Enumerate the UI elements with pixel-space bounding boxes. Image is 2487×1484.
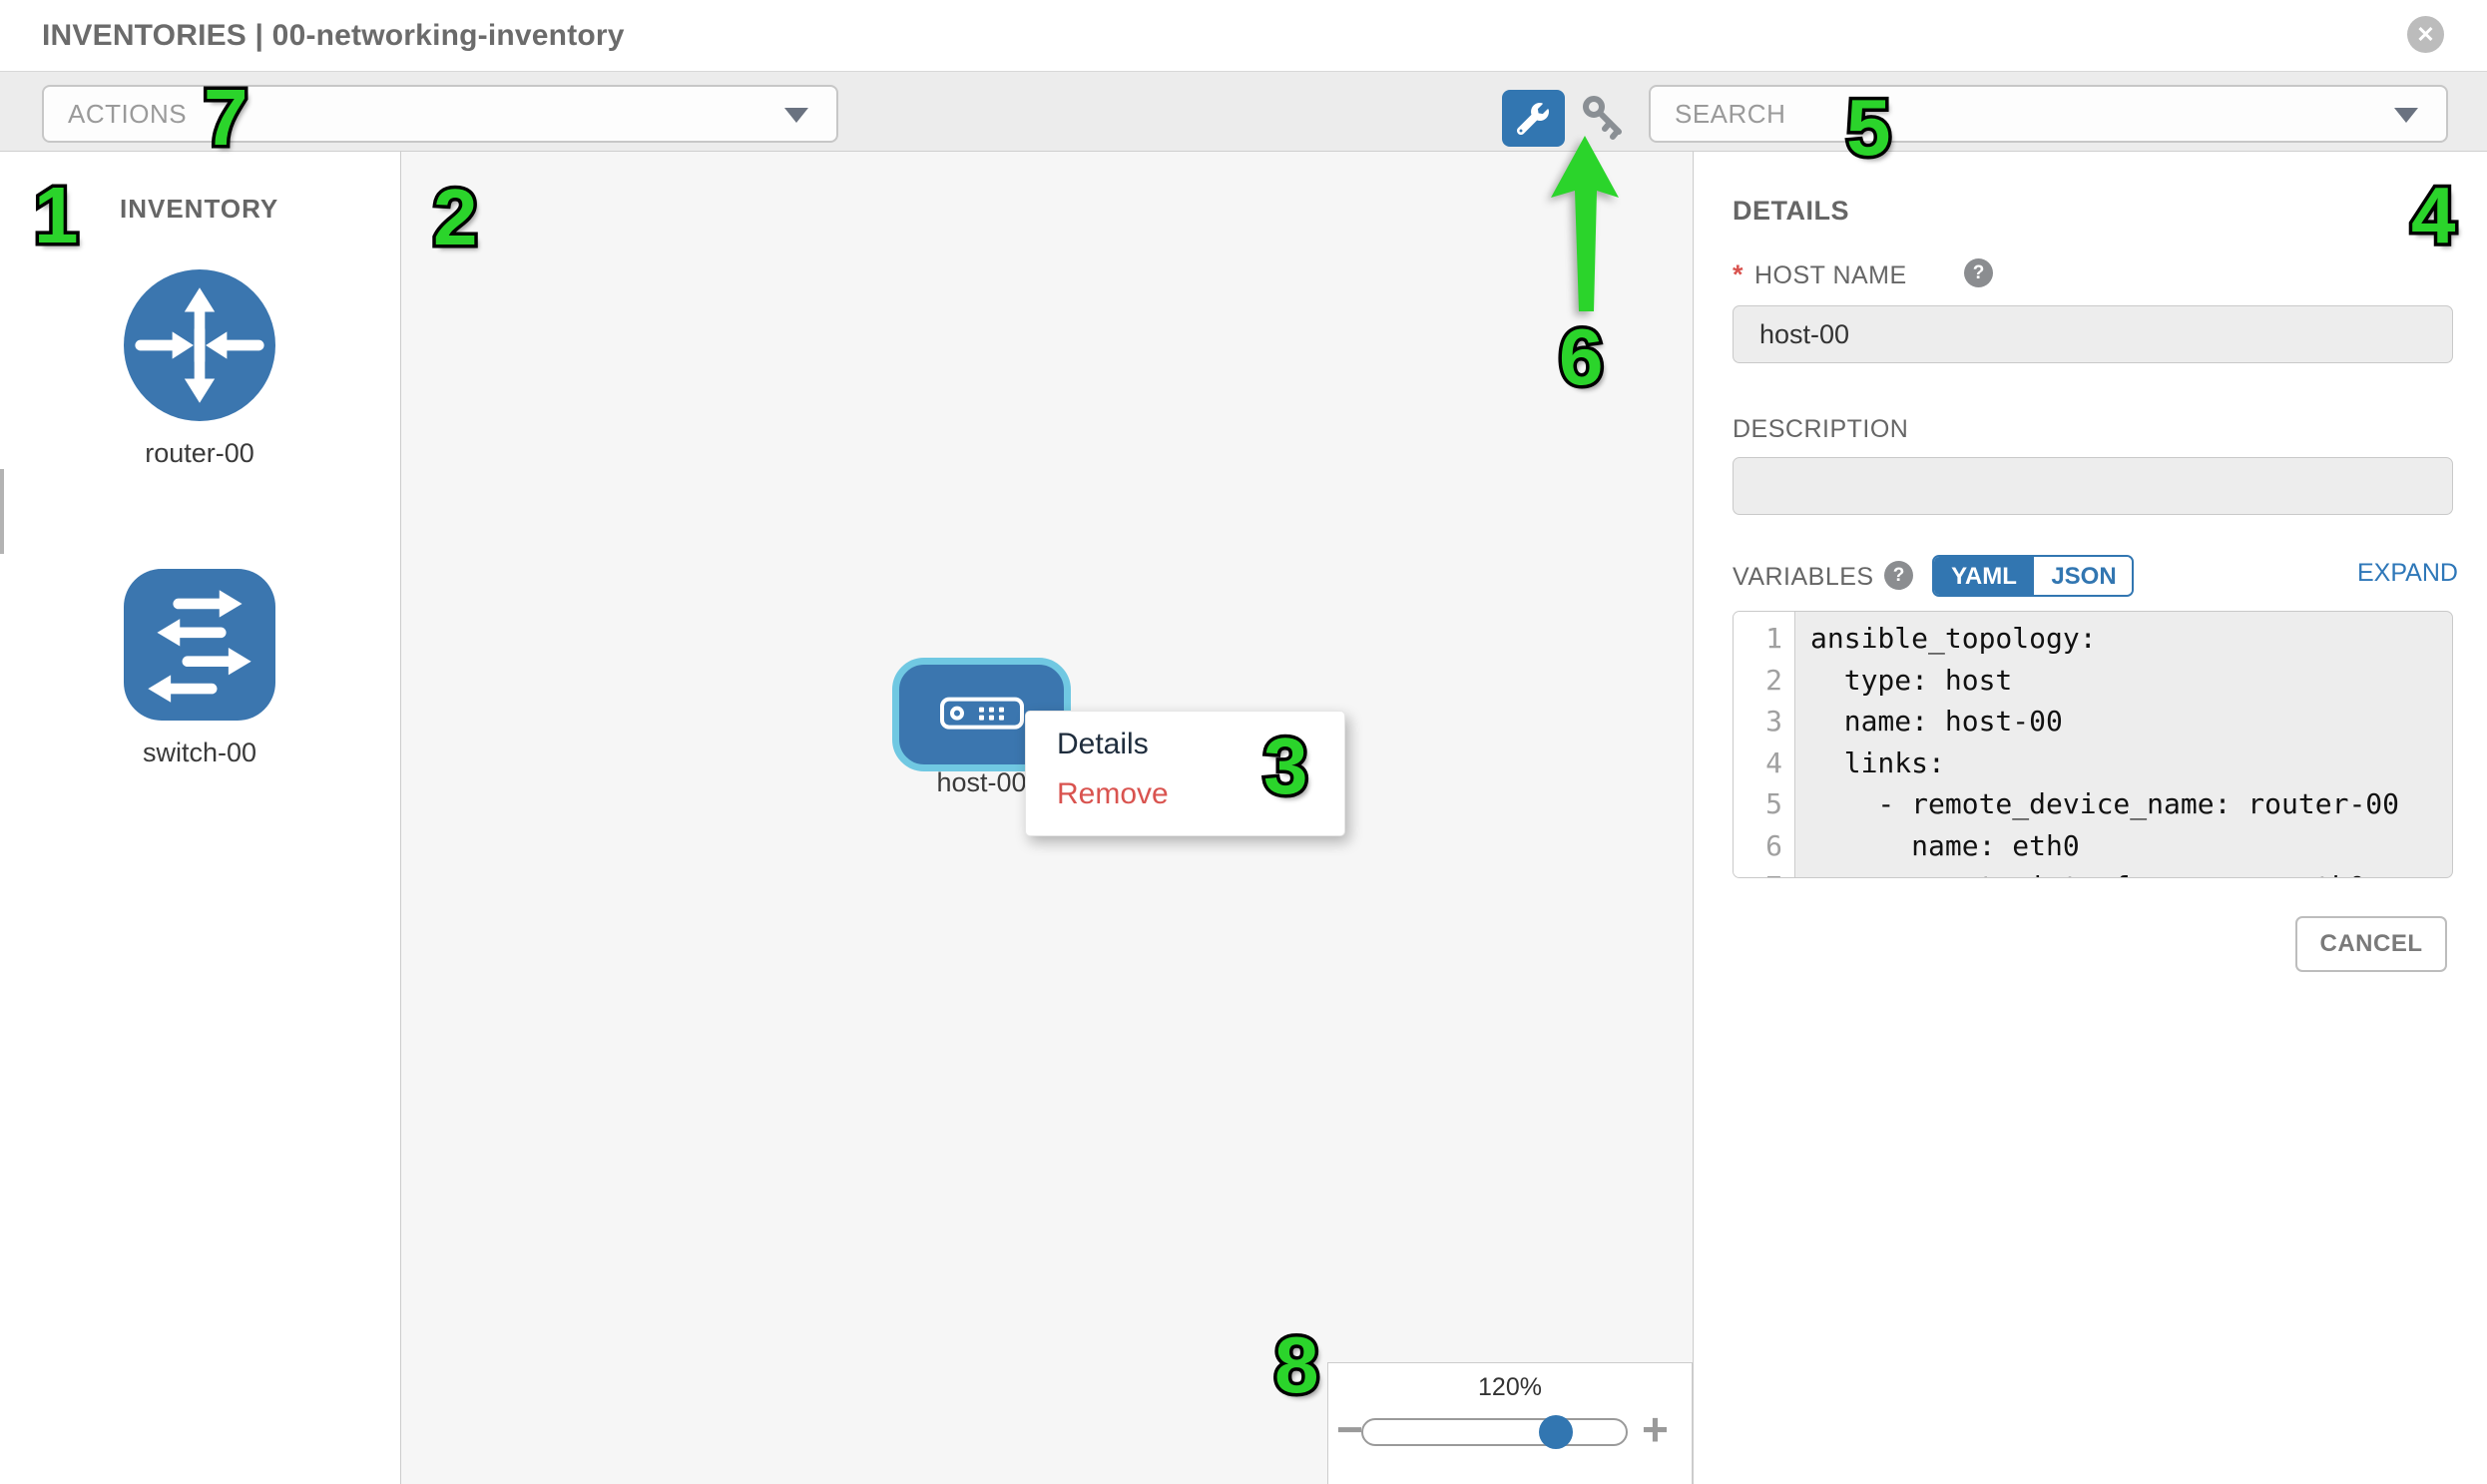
editor-line-numbers: 1 2 3 4 5 6 7 bbox=[1734, 612, 1795, 877]
cancel-button[interactable]: CANCEL bbox=[2295, 916, 2447, 972]
code-line: type: host bbox=[1810, 663, 2013, 697]
line-number: 7 bbox=[1734, 866, 1794, 877]
annotation-number-7: 7 bbox=[201, 70, 251, 166]
zoom-slider-track[interactable] bbox=[1361, 1415, 1628, 1449]
code-line: ansible_topology: bbox=[1810, 622, 2097, 655]
switch-icon bbox=[124, 569, 275, 721]
variables-label: VARIABLES bbox=[1733, 563, 1874, 591]
description-label: DESCRIPTION bbox=[1733, 415, 1909, 443]
sidebar-item-label: switch-00 bbox=[142, 738, 257, 767]
variables-format-toggle: YAML JSON bbox=[1932, 555, 2134, 597]
topology-canvas[interactable]: host-00 Details Remove 120% − + bbox=[401, 152, 1694, 1484]
chevron-down-icon bbox=[784, 108, 808, 123]
toolbar: ACTIONS SEARCH bbox=[0, 72, 2487, 152]
context-menu-item-remove[interactable]: Remove bbox=[1057, 777, 1169, 810]
close-icon[interactable]: ✕ bbox=[2407, 16, 2444, 53]
router-icon bbox=[124, 269, 275, 421]
editor-code[interactable]: ansible_topology: type: host name: host-… bbox=[1796, 612, 2452, 877]
annotation-number-1: 1 bbox=[31, 168, 82, 263]
details-panel-title: DETAILS bbox=[1733, 196, 1849, 226]
help-icon[interactable]: ? bbox=[1884, 561, 1913, 590]
required-marker: * bbox=[1733, 259, 1743, 289]
annotation-arrow-up-icon bbox=[1551, 136, 1619, 311]
annotation-number-2: 2 bbox=[430, 170, 481, 265]
wrench-icon bbox=[1517, 103, 1549, 135]
host-icon bbox=[939, 697, 1024, 730]
annotation-number-5: 5 bbox=[1843, 80, 1894, 176]
context-menu: Details Remove bbox=[1025, 711, 1345, 836]
zoom-out-button[interactable]: − bbox=[1336, 1403, 1363, 1455]
annotation-number-6: 6 bbox=[1556, 309, 1607, 405]
sidebar-title: INVENTORY bbox=[120, 194, 279, 224]
annotation-number-4: 4 bbox=[2408, 168, 2459, 263]
context-menu-item-details[interactable]: Details bbox=[1057, 728, 1149, 760]
tools-button[interactable] bbox=[1502, 90, 1565, 147]
code-line: remote_interface_name: eth0 bbox=[1810, 866, 2452, 877]
search-dropdown[interactable]: SEARCH bbox=[1649, 85, 2448, 143]
sidebar-scrollbar[interactable] bbox=[0, 469, 4, 554]
host-name-input[interactable] bbox=[1733, 305, 2453, 363]
zoom-in-button[interactable]: + bbox=[1642, 1403, 1669, 1455]
title-bar: INVENTORIES | 00-networking-inventory ✕ bbox=[0, 0, 2487, 72]
line-number: 5 bbox=[1765, 787, 1782, 820]
zoom-level-label: 120% bbox=[1478, 1373, 1542, 1401]
code-line: name: eth0 bbox=[1810, 828, 2080, 862]
sidebar-item-label: router-00 bbox=[145, 438, 254, 468]
line-number: 6 bbox=[1765, 828, 1782, 862]
host-node-label: host-00 bbox=[936, 767, 1027, 797]
line-number: 2 bbox=[1765, 663, 1782, 697]
host-name-label: HOST NAME bbox=[1754, 261, 1907, 289]
help-icon[interactable]: ? bbox=[1964, 258, 1993, 287]
tab-yaml[interactable]: YAML bbox=[1934, 557, 2034, 595]
code-line: - remote_device_name: router-00 bbox=[1810, 787, 2400, 820]
details-panel: DETAILS * HOST NAME ? DESCRIPTION VARIAB… bbox=[1695, 152, 2487, 1484]
key-icon bbox=[1583, 96, 1622, 140]
page-title: INVENTORIES | 00-networking-inventory bbox=[42, 19, 625, 52]
tab-json[interactable]: JSON bbox=[2034, 557, 2132, 595]
search-dropdown-placeholder: SEARCH bbox=[1675, 99, 1786, 129]
annotation-number-8: 8 bbox=[1271, 1317, 1322, 1413]
line-number: 3 bbox=[1765, 705, 1782, 738]
sidebar-item-switch[interactable]: switch-00 bbox=[100, 569, 299, 768]
description-input[interactable] bbox=[1733, 457, 2453, 515]
actions-dropdown-placeholder: ACTIONS bbox=[68, 99, 188, 129]
line-number: 4 bbox=[1765, 745, 1782, 779]
zoom-control: 120% − + bbox=[1327, 1362, 1693, 1484]
variables-editor[interactable]: 1 2 3 4 5 6 7 ansible_topology: type: ho… bbox=[1733, 611, 2453, 878]
host-node-selected[interactable] bbox=[892, 658, 1071, 771]
code-line: links: bbox=[1810, 745, 1945, 779]
key-button[interactable] bbox=[1579, 94, 1629, 142]
annotation-number-3: 3 bbox=[1260, 719, 1311, 814]
sidebar-item-router[interactable]: router-00 bbox=[100, 269, 299, 469]
actions-dropdown[interactable]: ACTIONS bbox=[42, 85, 838, 143]
inventory-sidebar: INVENTORY router-00 bbox=[0, 152, 401, 1484]
code-line: name: host-00 bbox=[1810, 705, 2063, 738]
expand-link[interactable]: EXPAND bbox=[2357, 559, 2458, 587]
zoom-slider-thumb[interactable] bbox=[1539, 1415, 1573, 1449]
chevron-down-icon bbox=[2394, 108, 2418, 123]
line-number: 1 bbox=[1765, 622, 1782, 655]
